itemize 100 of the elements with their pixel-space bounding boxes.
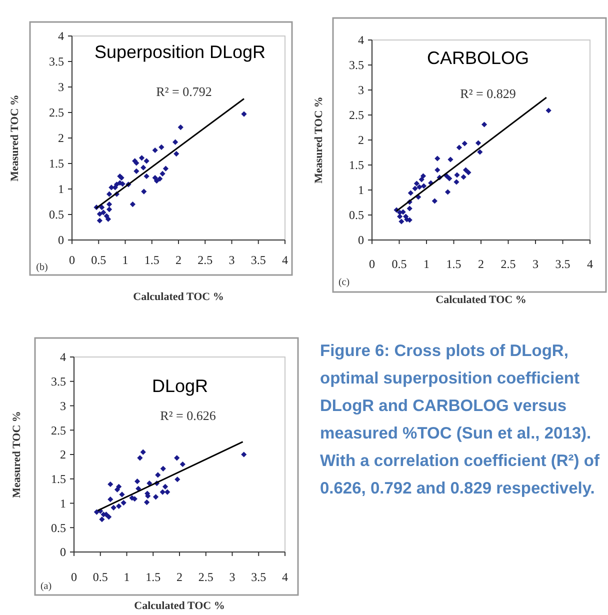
point bbox=[546, 108, 552, 114]
y-tick-label: 1.5 bbox=[49, 156, 64, 171]
point bbox=[444, 189, 451, 195]
x-tick-label: 3.5 bbox=[555, 257, 570, 271]
point bbox=[106, 202, 112, 208]
point bbox=[108, 496, 114, 502]
point bbox=[144, 499, 150, 506]
point bbox=[477, 149, 483, 155]
y-axis-title: Measured TOC % bbox=[8, 94, 21, 182]
x-tick-label: 1.5 bbox=[146, 570, 161, 584]
point bbox=[94, 509, 100, 515]
x-tick-label: 1 bbox=[424, 257, 430, 271]
y-tick-label: 2 bbox=[358, 133, 364, 148]
point bbox=[412, 186, 418, 192]
x-tick-label: 0.5 bbox=[392, 257, 407, 271]
x-tick-label: 3.5 bbox=[251, 570, 266, 584]
point bbox=[434, 156, 440, 162]
y-tick-label: 0.5 bbox=[349, 208, 364, 222]
y-tick-label: 4 bbox=[60, 350, 66, 364]
x-tick-label: 2 bbox=[176, 253, 182, 267]
point bbox=[108, 481, 114, 488]
y-tick-label: 1 bbox=[358, 183, 364, 198]
point bbox=[136, 486, 142, 492]
point bbox=[152, 147, 158, 154]
x-tick-label: 0 bbox=[71, 570, 77, 584]
point bbox=[174, 455, 180, 461]
x-axis-title: Calculated TOC % bbox=[134, 600, 225, 612]
point bbox=[138, 155, 145, 161]
point bbox=[120, 500, 126, 506]
y-tick-label: 0 bbox=[58, 233, 64, 248]
point bbox=[454, 172, 460, 178]
point bbox=[466, 170, 472, 176]
point bbox=[432, 198, 438, 204]
x-tick-label: 3 bbox=[532, 257, 538, 271]
y-tick-label: 0.5 bbox=[49, 208, 64, 222]
x-tick-label: 1.5 bbox=[446, 257, 462, 271]
annotation: R² = 0.626 bbox=[160, 408, 216, 423]
point bbox=[174, 476, 180, 482]
x-tick-label: 4 bbox=[587, 257, 593, 271]
point bbox=[434, 167, 440, 173]
x-tick-label: 3 bbox=[229, 570, 236, 584]
point bbox=[420, 173, 426, 179]
point bbox=[162, 166, 169, 172]
x-tick-label: 3 bbox=[228, 253, 235, 267]
point bbox=[178, 124, 184, 130]
point bbox=[160, 489, 166, 495]
point bbox=[152, 494, 159, 500]
x-axis-title: Calculated TOC % bbox=[436, 294, 526, 306]
text: DLogR bbox=[152, 376, 208, 396]
x-tick-label: 2 bbox=[176, 570, 182, 584]
point bbox=[157, 176, 163, 182]
y-tick-label: 3 bbox=[58, 80, 64, 94]
point bbox=[155, 472, 161, 478]
text: Figure 6: Cross plots of DLogR, optimal superposition coefficient DLogR and CARBOLOG versus measured %TOC (Sun et al., 2013). With a correlation coefficient (R²) of 0.626, 0.792 and 0.829 respectively. bbox=[320, 342, 600, 498]
point bbox=[172, 139, 178, 145]
point bbox=[96, 211, 102, 217]
x-tick-label: 4 bbox=[282, 253, 288, 267]
x-tick-label: 0.5 bbox=[92, 570, 108, 584]
y-tick-label: 2.5 bbox=[49, 106, 64, 120]
x-tick-label: 1 bbox=[122, 253, 128, 267]
point bbox=[134, 478, 140, 484]
x-tick-label: 2 bbox=[478, 257, 484, 271]
y-tick-label: 4 bbox=[358, 33, 364, 48]
x-tick-label: 2.5 bbox=[500, 257, 516, 271]
point bbox=[141, 188, 147, 194]
point bbox=[408, 190, 414, 196]
point bbox=[456, 144, 462, 150]
y-tick-label: 0 bbox=[358, 233, 364, 248]
annotation: R² = 0.792 bbox=[156, 84, 212, 99]
point bbox=[144, 173, 150, 180]
point bbox=[162, 484, 168, 490]
y-tick-label: 1 bbox=[60, 496, 66, 510]
x-axis-title: Calculated TOC % bbox=[133, 291, 224, 303]
point bbox=[180, 461, 186, 468]
point bbox=[110, 504, 116, 510]
y-tick-label: 3.5 bbox=[349, 58, 364, 72]
y-tick-label: 2.5 bbox=[349, 108, 364, 122]
annotation: R² = 0.829 bbox=[460, 86, 516, 101]
x-tick-label: 0.5 bbox=[91, 253, 106, 267]
y-tick-label: 3 bbox=[60, 398, 66, 413]
point bbox=[475, 140, 482, 146]
y-tick-label: 2 bbox=[58, 131, 64, 146]
y-axis-title: Measured TOC % bbox=[10, 411, 23, 498]
point bbox=[460, 174, 466, 180]
y-tick-label: 4 bbox=[58, 29, 64, 44]
point bbox=[105, 216, 112, 222]
point bbox=[119, 492, 125, 498]
point bbox=[116, 484, 122, 490]
y-tick-label: 1.5 bbox=[51, 472, 66, 486]
point bbox=[462, 140, 468, 146]
point bbox=[448, 156, 454, 162]
y-tick-label: 0 bbox=[60, 545, 66, 560]
point bbox=[160, 170, 166, 176]
point bbox=[134, 168, 140, 174]
point bbox=[174, 151, 180, 157]
point bbox=[160, 466, 166, 472]
point bbox=[137, 455, 143, 461]
y-tick-label: 3 bbox=[358, 83, 364, 98]
point bbox=[420, 183, 427, 189]
point bbox=[164, 489, 170, 495]
